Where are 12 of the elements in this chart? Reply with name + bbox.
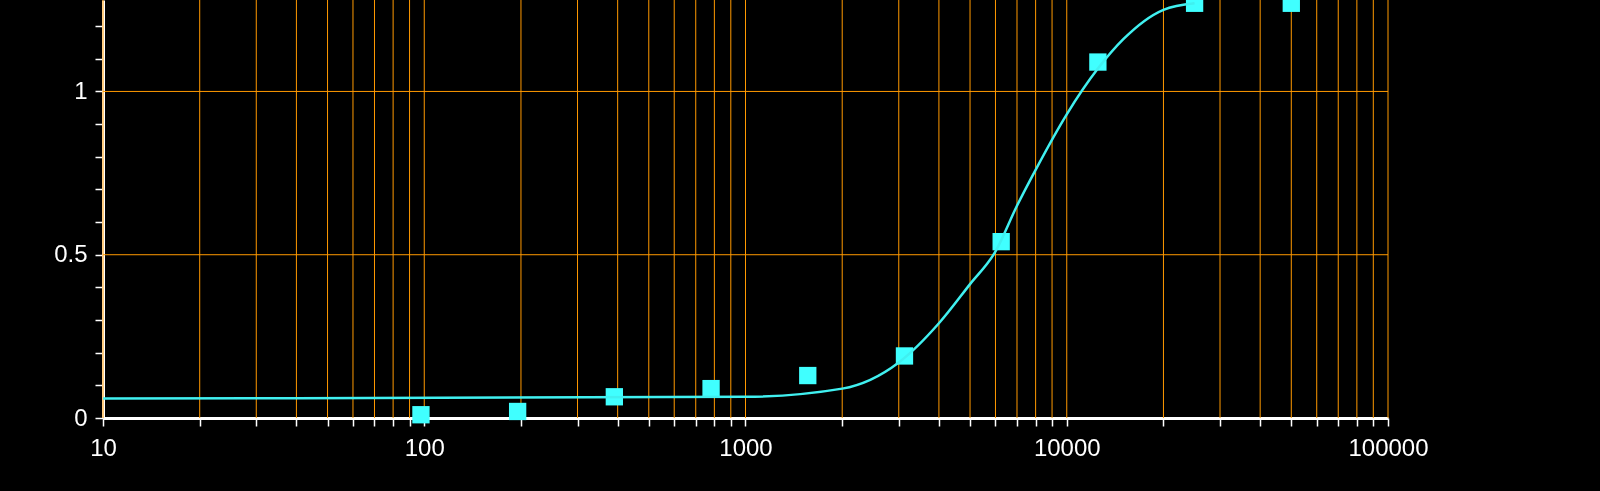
point	[508, 402, 527, 421]
point	[799, 366, 817, 385]
y-tick-label: 1	[74, 76, 88, 104]
point	[702, 379, 720, 398]
x-tick-label: 10	[90, 433, 117, 461]
x-tick-label: 100	[404, 433, 445, 461]
y-tick-label: 0.5	[54, 240, 88, 268]
point	[412, 406, 430, 424]
x-tick-label: 1000	[719, 433, 773, 461]
x-tick-label: 100000	[1348, 433, 1429, 461]
x-tick-label: 10000	[1033, 433, 1101, 461]
y-tick-label: 0	[74, 403, 88, 431]
